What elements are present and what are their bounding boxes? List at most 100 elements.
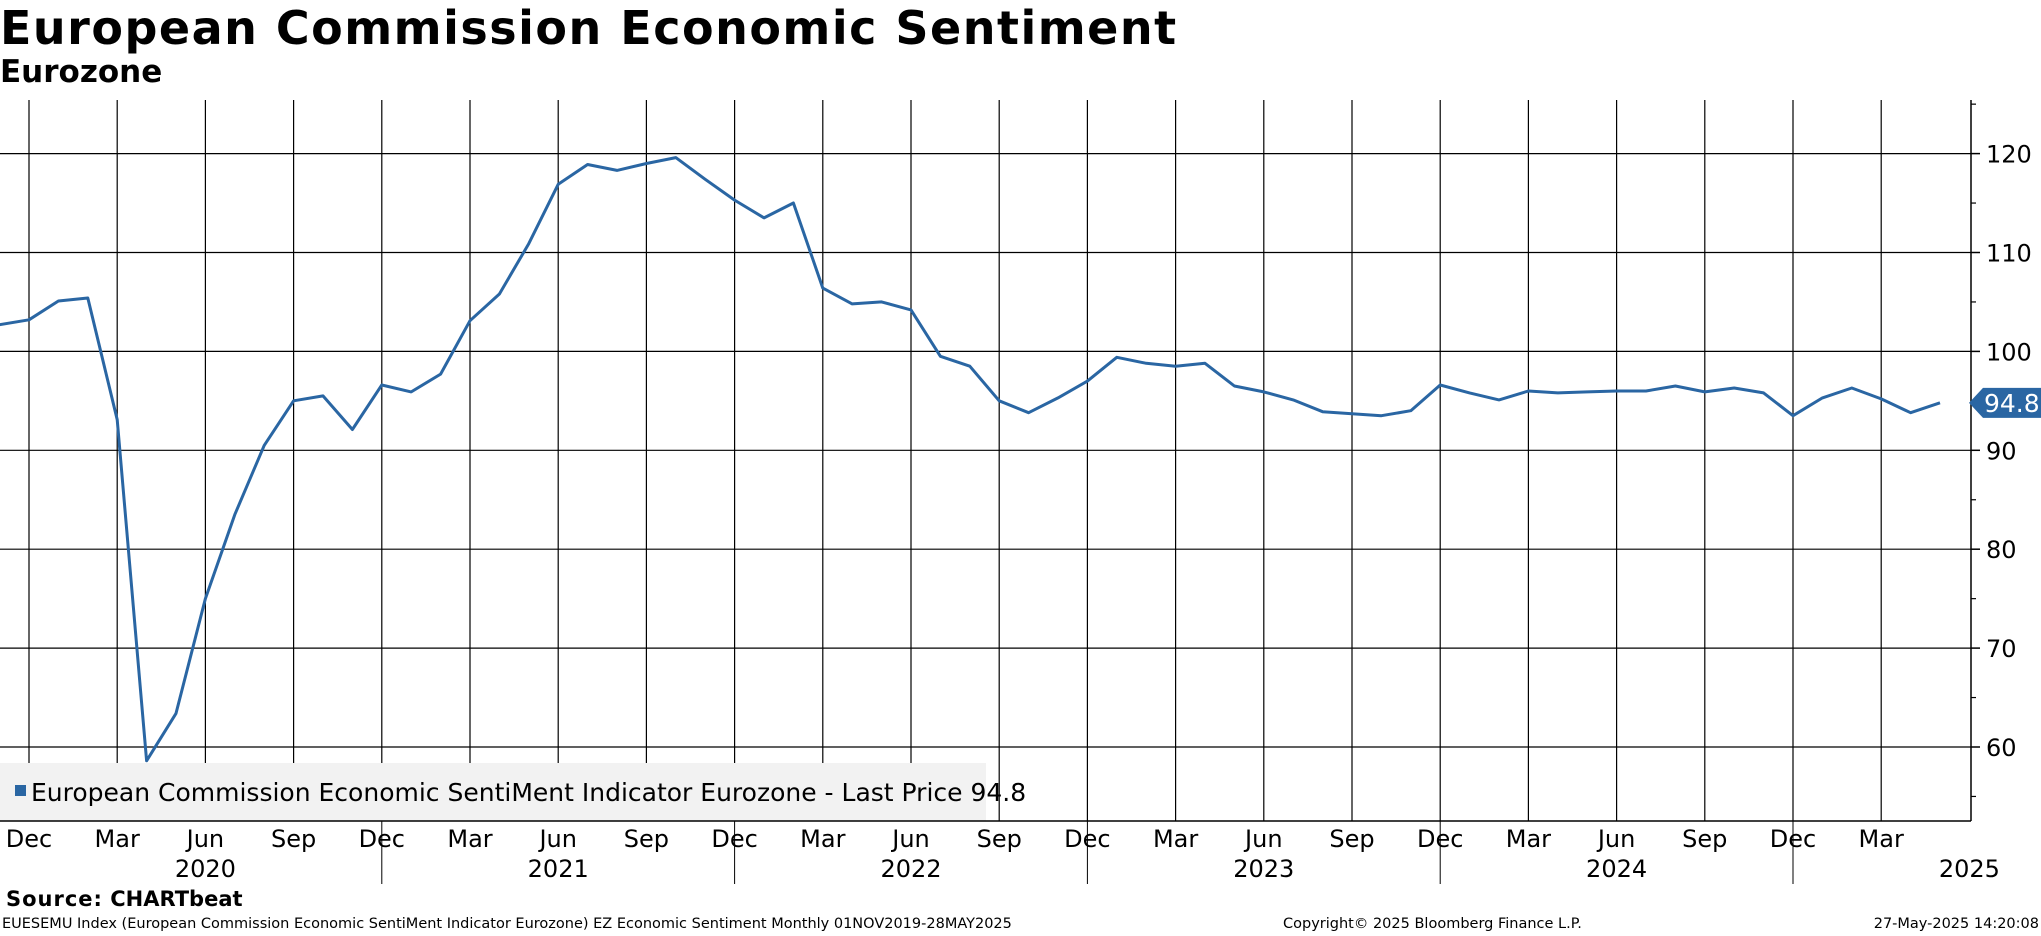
series-point xyxy=(938,354,943,359)
series-point xyxy=(1614,389,1619,394)
y-tick-label: 100 xyxy=(1986,338,2032,366)
series-point xyxy=(1820,395,1825,400)
series-point xyxy=(1173,364,1178,369)
legend-swatch xyxy=(15,785,26,796)
chart-subtitle: Eurozone xyxy=(0,54,163,90)
series-point xyxy=(850,301,855,306)
series-point xyxy=(203,596,208,601)
x-tick-month-label: Mar xyxy=(800,825,845,853)
series-point xyxy=(497,292,502,297)
last-value-label: 94.8 xyxy=(1984,389,2040,418)
series-point xyxy=(1320,409,1325,414)
series-point xyxy=(1114,355,1119,360)
series-point xyxy=(1379,413,1384,418)
y-tick-label: 60 xyxy=(1986,734,2017,762)
series-point xyxy=(1026,410,1031,415)
x-tick-month-label: Sep xyxy=(624,825,669,853)
x-tick-month-label: Jun xyxy=(1243,825,1283,853)
series-point xyxy=(644,161,649,166)
y-tick-label: 70 xyxy=(1986,635,2017,663)
series-point xyxy=(1908,410,1913,415)
series-point xyxy=(967,364,972,369)
x-tick-month-label: Mar xyxy=(1153,825,1198,853)
x-tick-month-label: Dec xyxy=(1770,825,1816,853)
series-point xyxy=(909,307,914,312)
vertical-gridlines xyxy=(28,100,1882,884)
x-tick-month-label: Jun xyxy=(537,825,577,853)
series-point xyxy=(379,383,384,388)
x-tick-month-label: Dec xyxy=(711,825,757,853)
footer-copyright: Copyright© 2025 Bloomberg Finance L.P. xyxy=(1283,916,1582,932)
series-point xyxy=(438,372,443,377)
x-tick-year-label: 2021 xyxy=(528,855,589,883)
series-point xyxy=(350,427,355,432)
x-tick-year-label: 2025 xyxy=(1939,855,2000,883)
x-axis-tick-labels: Dec Mar Jun Sep Dec Mar Jun Sep Dec Mar Jun Sep Dec M… xyxy=(6,825,2000,883)
series-point xyxy=(56,299,61,304)
x-tick-year-label: 2023 xyxy=(1233,855,1294,883)
x-tick-month-label: Sep xyxy=(977,825,1022,853)
y-tick-label: 110 xyxy=(1986,240,2032,268)
series-point xyxy=(1761,390,1766,395)
series-point xyxy=(1938,400,1943,405)
series-point xyxy=(409,389,414,394)
series-point xyxy=(1673,384,1678,389)
series-point xyxy=(1261,389,1266,394)
x-tick-month-label: Sep xyxy=(1682,825,1727,853)
series-point xyxy=(1203,361,1208,366)
x-tick-month-label: Mar xyxy=(447,825,492,853)
x-tick-month-label: Dec xyxy=(359,825,405,853)
y-axis-tick-labels: 60 70 80 90 100 110 120 xyxy=(1986,141,2032,762)
x-tick-month-label: Jun xyxy=(1596,825,1636,853)
series-point xyxy=(1585,389,1590,394)
series-point xyxy=(1497,397,1502,402)
x-tick-month-label: Dec xyxy=(1064,825,1110,853)
series-point xyxy=(85,296,90,301)
series-point xyxy=(262,443,267,448)
axes xyxy=(0,100,1972,822)
series-point xyxy=(1849,386,1854,391)
series-point xyxy=(1144,361,1149,366)
footer-timestamp: 27-May-2025 14:20:08 xyxy=(1873,916,2039,932)
series-point xyxy=(762,215,767,220)
series-point xyxy=(1732,386,1737,391)
series-point xyxy=(27,317,32,322)
series-point xyxy=(1291,397,1296,402)
horizontal-gridlines xyxy=(0,103,1980,798)
legend-entry: European Commission Economic SentiMent I… xyxy=(31,778,1026,807)
x-tick-month-label: Jun xyxy=(890,825,930,853)
x-tick-month-label: Mar xyxy=(1506,825,1551,853)
x-tick-year-label: 2024 xyxy=(1586,855,1647,883)
series-line-economic-sentiment xyxy=(0,156,1941,763)
legend-box xyxy=(0,763,986,821)
series-point xyxy=(703,177,708,182)
series-point xyxy=(673,155,678,160)
source-name: CHARTbeat xyxy=(110,887,243,911)
series-point xyxy=(144,758,149,763)
series-point xyxy=(1408,408,1413,413)
series-point xyxy=(1232,384,1237,389)
series-point xyxy=(585,162,590,167)
series-point xyxy=(997,398,1002,403)
series-point xyxy=(1056,395,1061,400)
x-tick-month-label: Jun xyxy=(185,825,225,853)
y-tick-label: 90 xyxy=(1986,437,2017,465)
source-line: Source: CHARTbeat xyxy=(6,886,243,912)
x-tick-year-label: 2020 xyxy=(175,855,236,883)
series-point xyxy=(232,512,237,517)
series-point xyxy=(1555,390,1560,395)
series-point xyxy=(732,198,737,203)
x-tick-year-label: 2022 xyxy=(880,855,941,883)
last-value-marker: 94.8 xyxy=(1969,387,2041,418)
series-points xyxy=(0,155,1943,763)
series-point xyxy=(1467,390,1472,395)
series-point xyxy=(321,393,326,398)
source-label: Source: xyxy=(6,887,103,911)
series-point xyxy=(291,398,296,403)
series-point xyxy=(791,201,796,206)
series-point xyxy=(1085,379,1090,384)
series-point xyxy=(115,417,120,422)
series-point xyxy=(468,318,473,323)
x-tick-month-label: Dec xyxy=(1417,825,1463,853)
series-point xyxy=(615,168,620,173)
